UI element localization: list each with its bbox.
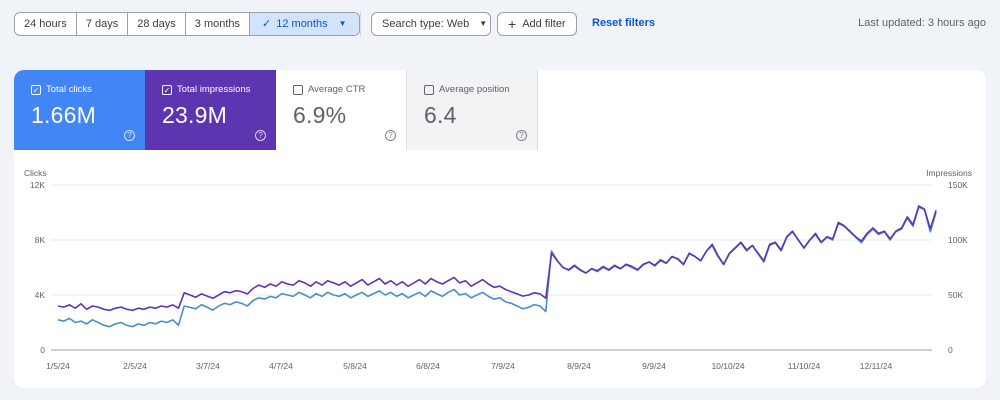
metric-label-row: ✓ Total clicks (31, 84, 145, 95)
right-tick-label: 150K (948, 180, 968, 190)
checkbox-icon[interactable] (293, 84, 303, 95)
range-label: 3 months (194, 18, 241, 30)
plus-icon: + (508, 16, 517, 32)
x-tick-label: 7/9/24 (491, 361, 515, 371)
dropdown-caret-icon: ▼ (338, 19, 347, 28)
help-icon[interactable]: ? (124, 130, 135, 141)
last-updated-text: Last updated: 3 hours ago (858, 17, 986, 29)
help-icon[interactable]: ? (385, 130, 396, 141)
x-tick-label: 8/9/24 (567, 361, 591, 371)
reset-filters-link[interactable]: Reset filters (592, 17, 655, 29)
metric-label: Total clicks (46, 84, 92, 95)
left-tick-label: 12K (30, 180, 45, 190)
metric-value: 23.9M (162, 102, 227, 128)
range-button-12-months[interactable]: ✓ 12 months ▼ (250, 13, 359, 35)
search-type-dropdown[interactable]: Search type: Web ▼ (371, 12, 491, 36)
range-label: 12 months (276, 18, 328, 30)
metric-tile-clicks[interactable]: ✓ Total clicks 1.66M? (14, 70, 145, 150)
x-tick-label: 12/11/24 (860, 361, 893, 371)
metric-value: 6.4 (424, 102, 457, 128)
x-tick-label: 3/7/24 (196, 361, 220, 371)
left-tick-label: 8K (35, 235, 46, 245)
metric-tile-pos[interactable]: Average position 6.4? (407, 70, 538, 150)
x-tick-label: 1/5/24 (46, 361, 70, 371)
toolbar: 24 hours 7 days 28 days 3 months ✓ 12 months ▼… (0, 0, 1000, 46)
metric-label: Total impressions (177, 84, 251, 95)
series-line-total-impressions (57, 205, 937, 312)
dropdown-caret-icon: ▼ (479, 19, 488, 28)
toolbar-divider (360, 11, 361, 37)
metric-value: 6.9% (293, 102, 347, 128)
range-button-28-days[interactable]: 28 days (128, 13, 186, 35)
metric-tiles: ✓ Total clicks 1.66M? ✓ Total impressions 23.… (14, 70, 538, 150)
right-axis-title: Impressions (926, 168, 972, 178)
x-tick-label: 10/10/24 (711, 361, 744, 371)
left-axis-title: Clicks (24, 168, 47, 178)
help-icon[interactable]: ? (516, 130, 527, 141)
metric-tile-ctr[interactable]: Average CTR 6.9%? (276, 70, 407, 150)
checkmark-icon: ✓ (262, 18, 272, 30)
checkbox-icon[interactable] (424, 84, 434, 95)
range-label: 28 days (137, 18, 176, 30)
x-tick-label: 4/7/24 (269, 361, 293, 371)
add-filter-button[interactable]: + Add filter (497, 12, 577, 36)
right-tick-label: 0 (948, 345, 953, 355)
help-icon[interactable]: ? (255, 130, 266, 141)
checkbox-icon[interactable]: ✓ (162, 84, 172, 95)
x-tick-label: 6/8/24 (416, 361, 440, 371)
metric-label: Average CTR (308, 84, 366, 95)
metric-label-row: ✓ Total impressions (162, 84, 276, 95)
search-type-label: Search type: Web (382, 18, 470, 30)
x-tick-label: 2/5/24 (123, 361, 147, 371)
metric-label-row: Average position (424, 84, 537, 95)
range-button-7-days[interactable]: 7 days (77, 13, 129, 35)
metric-tile-impr[interactable]: ✓ Total impressions 23.9M? (145, 70, 276, 150)
right-tick-label: 50K (948, 290, 963, 300)
left-tick-label: 0 (40, 345, 45, 355)
metric-label: Average position (439, 84, 510, 95)
add-filter-label: Add filter (522, 18, 566, 30)
range-button-24-hours[interactable]: 24 hours (15, 13, 77, 35)
date-range-selector: 24 hours 7 days 28 days 3 months ✓ 12 months ▼ (14, 12, 360, 36)
metric-label-row: Average CTR (293, 84, 406, 95)
x-tick-label: 9/9/24 (642, 361, 666, 371)
range-button-3-months[interactable]: 3 months (186, 13, 251, 35)
left-tick-label: 4K (35, 290, 46, 300)
range-label: 7 days (85, 18, 119, 30)
metric-value: 1.66M (31, 102, 96, 128)
performance-card: Clicks Impressions 12K 150K 8K 100K 4K 50K 0 0 1/5… (14, 70, 986, 388)
checkbox-icon[interactable]: ✓ (31, 84, 41, 95)
x-tick-label: 5/8/24 (343, 361, 367, 371)
x-tick-label: 11/10/24 (788, 361, 821, 371)
right-tick-label: 100K (948, 235, 968, 245)
series-line-total-clicks (57, 206, 937, 328)
range-label: 24 hours (24, 18, 67, 30)
